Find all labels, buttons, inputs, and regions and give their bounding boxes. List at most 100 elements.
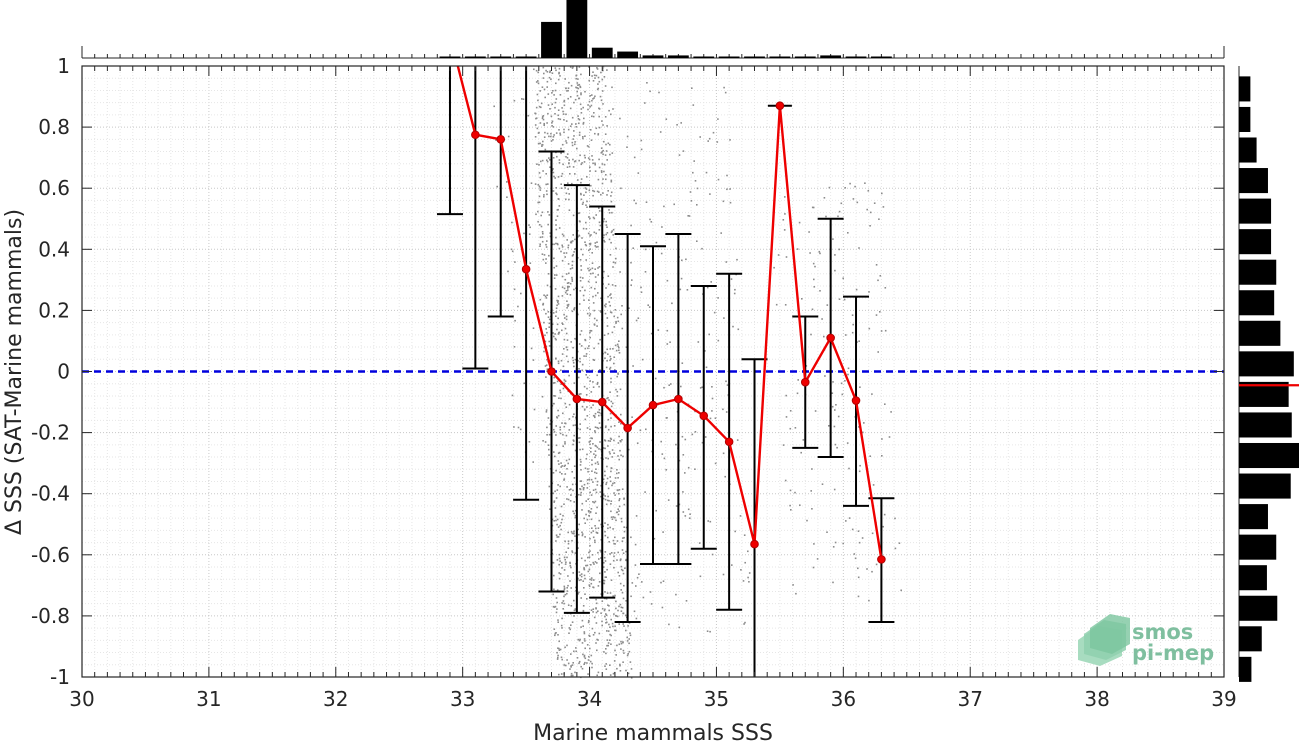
scatter-point (588, 556, 591, 558)
scatter-point (546, 160, 549, 163)
scatter-point (589, 243, 592, 245)
scatter-point (594, 477, 597, 480)
scatter-point (564, 187, 566, 189)
scatter-point (591, 252, 593, 254)
scatter-point (545, 411, 548, 413)
scatter-point (542, 440, 544, 442)
scatter-point (539, 245, 541, 247)
scatter-point (604, 576, 607, 578)
scatter-point (732, 325, 734, 328)
scatter-point (615, 349, 618, 352)
scatter-point (585, 353, 588, 355)
scatter-point (539, 142, 541, 145)
scatter-point (557, 362, 560, 365)
scatter-point (562, 113, 565, 115)
scatter-point (574, 238, 576, 241)
scatter-point (589, 660, 592, 663)
scatter-point (543, 350, 545, 353)
scatter-point (590, 609, 593, 611)
scatter-point (594, 268, 596, 270)
scatter-point (572, 66, 574, 68)
scatter-point (614, 629, 616, 632)
scatter-point (540, 102, 543, 105)
scatter-point (558, 205, 561, 207)
scatter-point (877, 279, 879, 282)
right-histogram-bar (1239, 137, 1257, 163)
scatter-point (617, 345, 619, 348)
scatter-point (858, 426, 860, 428)
scatter-point (833, 488, 836, 491)
scatter-point (609, 311, 612, 313)
scatter-point (564, 278, 567, 281)
scatter-point (614, 536, 616, 539)
scatter-point (565, 87, 567, 90)
scatter-point (595, 445, 597, 447)
scatter-point (565, 459, 568, 462)
scatter-point (562, 365, 565, 368)
scatter-point (851, 314, 854, 316)
scatter-point (592, 272, 594, 275)
scatter-point (550, 115, 553, 118)
scatter-point (620, 413, 622, 416)
scatter-point (610, 579, 613, 581)
top-histogram-bar (490, 56, 512, 58)
scatter-point (562, 600, 565, 602)
scatter-point (563, 585, 566, 588)
scatter-point (618, 352, 621, 354)
right-histogram-bar (1239, 229, 1272, 255)
scatter-point (600, 297, 602, 299)
scatter-point (588, 269, 590, 272)
scatter-point (560, 250, 562, 253)
scatter-point (857, 530, 860, 532)
scatter-point (546, 426, 548, 429)
scatter-point (704, 350, 706, 352)
scatter-point (536, 127, 539, 130)
scatter-point (605, 483, 607, 486)
scatter-point (571, 356, 574, 359)
scatter-point (547, 104, 550, 106)
scatter-point (589, 166, 591, 168)
scatter-point (843, 298, 846, 301)
scatter-point (555, 540, 557, 542)
scatter-point (649, 90, 651, 93)
scatter-point (593, 563, 595, 565)
top-histogram-bar (541, 21, 562, 59)
scatter-point (539, 90, 541, 92)
scatter-point (560, 505, 563, 508)
scatter-point (560, 359, 563, 362)
scatter-point (572, 572, 574, 574)
scatter-point (617, 373, 619, 375)
scatter-point (640, 139, 643, 142)
scatter-point (570, 665, 572, 667)
scatter-point (582, 625, 584, 627)
scatter-point (578, 134, 581, 136)
scatter-point (592, 302, 595, 304)
scatter-point (603, 609, 606, 612)
scatter-point (868, 291, 870, 293)
scatter-point (530, 182, 533, 184)
scatter-point (567, 360, 569, 363)
scatter-point (637, 172, 640, 174)
scatter-point (536, 163, 538, 165)
scatter-point (556, 304, 558, 307)
scatter-point (604, 608, 606, 611)
scatter-point (630, 677, 633, 679)
scatter-point (591, 115, 593, 118)
scatter-point (593, 415, 596, 417)
scatter-point (570, 587, 572, 589)
scatter-point (608, 451, 611, 453)
scatter-point (834, 269, 836, 272)
scatter-point (862, 431, 864, 434)
scatter-point (571, 123, 573, 125)
scatter-point (623, 498, 625, 500)
scatter-point (549, 108, 551, 110)
scatter-point (614, 649, 616, 652)
scatter-point (563, 503, 565, 505)
scatter-point (564, 317, 566, 319)
scatter-point (580, 575, 583, 578)
scatter-point (581, 405, 584, 408)
scatter-point (563, 379, 566, 381)
scatter-point (631, 582, 634, 584)
scatter-point (598, 411, 601, 414)
scatter-point (544, 295, 547, 298)
